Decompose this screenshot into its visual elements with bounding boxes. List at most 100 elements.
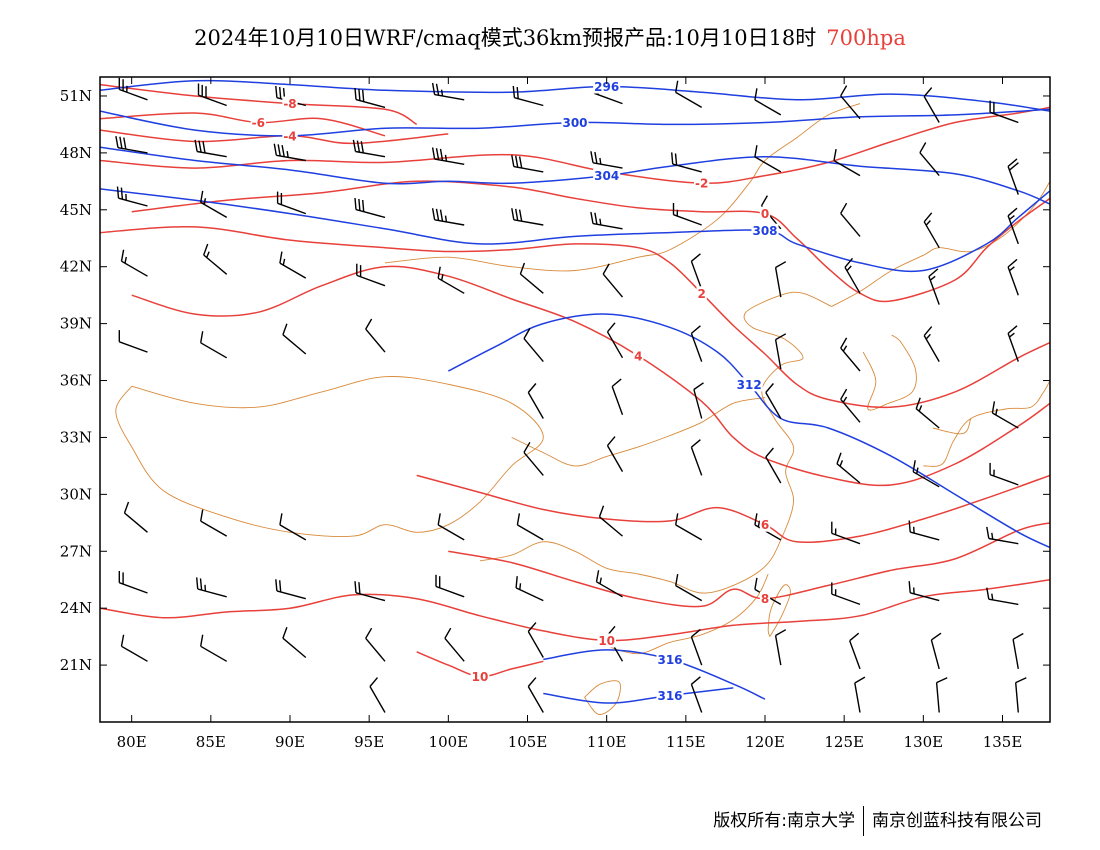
- y-tick-label: 24N: [60, 599, 92, 617]
- wind-barb: [196, 577, 227, 598]
- wind-barb: [527, 383, 544, 419]
- wind-barb: [118, 330, 148, 353]
- wind-barb: [435, 574, 465, 598]
- title-main: 2024年10月10日WRF/cmaq模式36km预报产品:10月10日18时: [194, 26, 817, 50]
- y-tick-label: 33N: [60, 428, 92, 446]
- wind-barb: [590, 151, 623, 169]
- wind-barb: [431, 208, 465, 226]
- x-tick-label: 80E: [117, 733, 147, 751]
- isotherm-label: 10: [472, 670, 489, 684]
- wind-barb: [519, 262, 544, 294]
- y-tick-label: 45N: [60, 201, 92, 219]
- geopotential-line-label: 316: [657, 653, 682, 667]
- wind-barb: [527, 622, 544, 658]
- y-tick-label: 21N: [60, 656, 92, 674]
- isotherm-label: 10: [598, 634, 615, 648]
- wind-barb: [123, 501, 148, 533]
- geopotential-line: [100, 188, 1050, 273]
- isotherm-label-bg: [759, 591, 771, 606]
- isotherm-label-bg: [282, 128, 298, 143]
- isotherm-label-bg: [282, 96, 298, 111]
- wind-barb: [595, 570, 623, 598]
- wind-barb: [908, 520, 940, 541]
- boundary-line: [767, 584, 791, 637]
- wind-barb: [849, 632, 861, 670]
- wind-barb: [1012, 632, 1024, 670]
- isotherm: [100, 578, 1050, 642]
- geopotential-line-label: 304: [594, 169, 619, 183]
- wind-barb: [118, 77, 148, 101]
- wind-barb: [854, 676, 866, 713]
- wind-barb: [1015, 677, 1027, 713]
- isotherm-label-bg: [759, 206, 771, 221]
- isotherm-label: -4: [283, 129, 296, 143]
- wind-barb: [512, 85, 544, 107]
- wind-barb: [200, 509, 228, 537]
- x-tick-label: 100E: [429, 733, 469, 751]
- wind-barb: [675, 80, 703, 109]
- boundary-line: [511, 397, 766, 467]
- map-title: 2024年10月10日WRF/cmaq模式36km预报产品:10月10日18时 7…: [0, 22, 1100, 52]
- wind-barb: [282, 626, 307, 659]
- wind-barb: [774, 261, 787, 298]
- isotherm: [416, 474, 1050, 544]
- y-tick-label: 42N: [60, 258, 92, 276]
- wind-barb: [908, 581, 940, 602]
- wind-barb: [516, 513, 544, 541]
- y-tick-label: 39N: [60, 315, 92, 333]
- wind-barb: [354, 197, 386, 219]
- wind-barb: [279, 251, 307, 279]
- wind-barb: [523, 441, 544, 476]
- wind-barb: [844, 257, 861, 294]
- boundary-line: [584, 680, 621, 715]
- x-tick-label: 135E: [983, 733, 1023, 751]
- wind-barb: [523, 328, 544, 363]
- wind-barb: [203, 243, 228, 275]
- wind-barb: [606, 436, 624, 472]
- wind-barb: [194, 139, 227, 158]
- wind-barb: [754, 145, 782, 173]
- wind-barb: [437, 266, 465, 294]
- isotherm-label-bg: [696, 286, 707, 301]
- x-tick-label: 90E: [275, 733, 305, 751]
- isotherm-label-bg: [470, 669, 490, 684]
- wind-barbs: [115, 77, 1027, 713]
- wind-barb: [774, 629, 787, 666]
- isotherm-label: 4: [634, 349, 642, 363]
- plot-frame: [99, 76, 1051, 723]
- x-tick-label: 115E: [666, 733, 706, 751]
- y-tick-label: 48N: [60, 144, 92, 162]
- wind-barb: [671, 152, 702, 173]
- wind-barb: [118, 571, 148, 594]
- x-tick-label: 95E: [354, 733, 384, 751]
- wind-barb: [765, 447, 782, 484]
- wind-barb: [197, 83, 227, 107]
- wind-barb: [279, 513, 307, 541]
- wind-barb: [276, 191, 307, 215]
- wind-barb: [840, 337, 861, 372]
- wind-barb: [611, 378, 624, 415]
- wind-barb: [923, 87, 940, 123]
- wind-barb: [602, 263, 624, 298]
- wind-barb: [774, 333, 787, 370]
- wind-barb: [511, 208, 544, 226]
- wind-barb: [836, 452, 861, 484]
- wind-barb: [754, 513, 782, 541]
- boundary-line: [115, 376, 544, 537]
- footer: 版权所有:南京大学 南京创蓝科技有限公司: [713, 806, 1042, 836]
- wind-barb: [935, 677, 948, 713]
- wind-barb: [840, 85, 861, 120]
- wind-barb: [831, 521, 861, 545]
- wind-barb: [928, 268, 940, 305]
- isotherm: [131, 180, 1050, 303]
- isotherm-label: 2: [697, 287, 705, 301]
- wind-barb: [354, 87, 386, 109]
- geopotential-line-label-bg: [735, 377, 763, 392]
- wind-barb: [444, 627, 465, 662]
- wind-barb: [369, 677, 386, 713]
- isotherm-label-bg: [633, 348, 644, 363]
- wind-barb: [912, 460, 940, 488]
- isotherm-label-bg: [759, 517, 771, 532]
- wind-barb: [431, 82, 465, 101]
- boundary-line: [384, 103, 861, 272]
